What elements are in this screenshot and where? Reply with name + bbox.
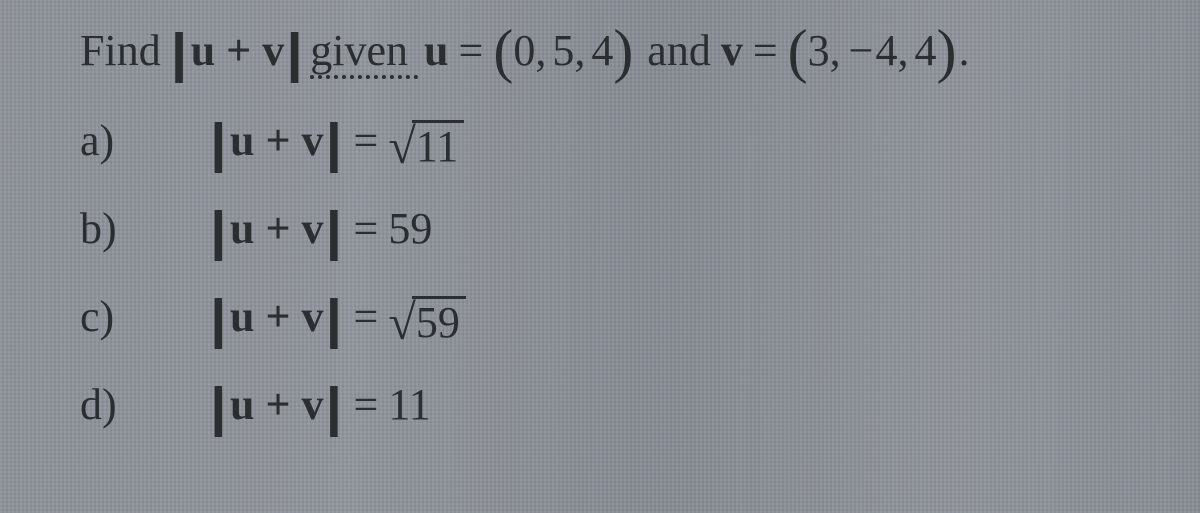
question-sheet: Find || u + v || given u = ( 0 , 5 , 4 )…	[80, 15, 1160, 498]
v-comma-1: ,	[897, 29, 914, 73]
v-label: v	[721, 29, 743, 73]
option-d-eq: =	[344, 383, 389, 427]
u-comma-0: ,	[535, 29, 552, 73]
u-paren-close: )	[613, 21, 633, 81]
given-word: given	[310, 29, 418, 79]
option-c-eq: =	[344, 295, 389, 339]
option-d-label: d)	[80, 383, 210, 427]
norm-bar-left: ||	[175, 25, 185, 85]
norm-bar-right: ||	[330, 291, 340, 351]
norm-bar-left: ||	[214, 203, 224, 263]
norm-bar-right: ||	[330, 203, 340, 263]
option-a-norm: || u + v ||	[210, 109, 344, 169]
option-c-radical: √ 59	[388, 294, 465, 345]
norm-bar-left: ||	[214, 379, 224, 439]
option-b-eq: =	[344, 207, 389, 251]
radical-icon: √	[388, 126, 415, 166]
option-d-norm: || u + v ||	[210, 373, 344, 433]
find-word: Find	[80, 29, 171, 73]
and-word: and	[633, 29, 721, 73]
v-val-1: 4	[875, 29, 897, 73]
option-b-norm: || u + v ||	[210, 197, 344, 257]
option-c-norm: || u + v ||	[210, 285, 344, 345]
v-paren-close: )	[936, 21, 956, 81]
option-b-value: 59	[388, 207, 432, 251]
option-d-norm-expr: u + v	[224, 383, 330, 427]
option-c: c) || u + v || = √ 59	[80, 285, 1160, 345]
v-paren-open: (	[788, 21, 808, 81]
norm-expr: u + v	[185, 29, 291, 73]
option-b-norm-expr: u + v	[224, 207, 330, 251]
v-eq: =	[743, 29, 788, 73]
option-b: b) || u + v || = 59	[80, 197, 1160, 257]
norm-uv: || u + v ||	[171, 19, 305, 79]
u-comma-1: ,	[574, 29, 591, 73]
option-d: d) || u + v || = 11	[80, 373, 1160, 433]
u-val-1: 5	[552, 29, 574, 73]
question-line: Find || u + v || given u = ( 0 , 5 , 4 )…	[80, 15, 1160, 79]
norm-bar-right: ||	[330, 379, 340, 439]
option-d-value: 11	[388, 383, 430, 427]
norm-bar-left: ||	[214, 115, 224, 175]
v-val-2: 4	[914, 29, 936, 73]
option-b-label: b)	[80, 207, 210, 251]
v-neg: −	[847, 29, 876, 73]
v-val-0: 3	[808, 29, 830, 73]
u-eq: =	[449, 29, 494, 73]
u-val-0: 0	[513, 29, 535, 73]
u-paren-open: (	[493, 21, 513, 81]
option-a-label: a)	[80, 119, 210, 163]
radical-icon: √	[388, 302, 415, 342]
option-a-rad-arg: 11	[412, 120, 464, 169]
norm-bar-right: ||	[290, 25, 300, 85]
option-a-radical: √ 11	[388, 118, 464, 169]
norm-bar-left: ||	[214, 291, 224, 351]
u-val-2: 4	[591, 29, 613, 73]
u-label: u	[424, 29, 448, 73]
option-a: a) || u + v || = √ 11	[80, 109, 1160, 169]
option-a-eq: =	[344, 119, 389, 163]
option-c-label: c)	[80, 295, 210, 339]
option-c-norm-expr: u + v	[224, 295, 330, 339]
option-c-rad-arg: 59	[412, 296, 466, 345]
option-a-norm-expr: u + v	[224, 119, 330, 163]
period: .	[956, 29, 971, 73]
norm-bar-right: ||	[330, 115, 340, 175]
v-comma-0: ,	[830, 29, 847, 73]
